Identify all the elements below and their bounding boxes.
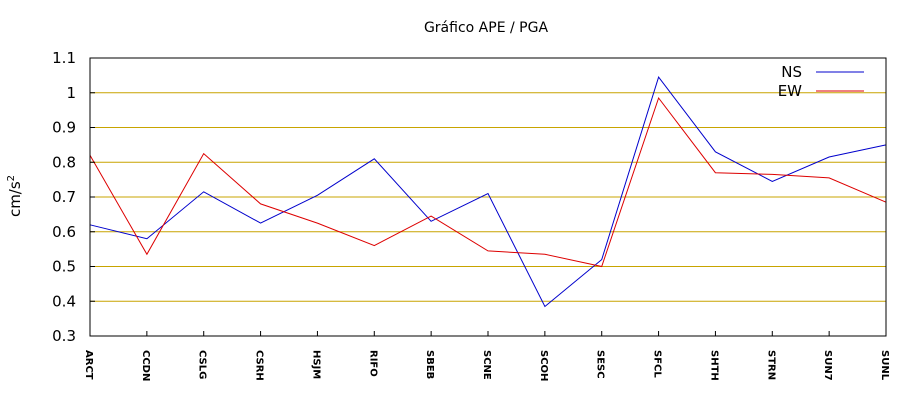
x-tick-label-8: SCOH xyxy=(538,350,549,381)
x-tick-label-1: CCDN xyxy=(140,350,151,381)
chart-title: Gráfico APE / PGA xyxy=(424,20,548,36)
y-axis-label: cm/s2 xyxy=(6,175,24,217)
y-tick-label-2: 0.5 xyxy=(52,258,76,276)
y-axis-unit: cm/s xyxy=(6,181,24,217)
data-series xyxy=(89,76,887,308)
x-tick-label-3: CSRH xyxy=(254,350,265,381)
y-tick-label-5: 0.8 xyxy=(52,153,76,171)
x-tick-label-10: SFCL xyxy=(652,350,663,378)
y-tick-label-0: 0.3 xyxy=(52,327,76,345)
series-line-ew xyxy=(89,96,887,268)
y-tick-label-7: 1 xyxy=(66,84,76,102)
x-tick-label-9: SESC xyxy=(595,350,606,379)
x-tick-label-11: SHTH xyxy=(708,350,719,381)
x-tick-label-14: SUNL xyxy=(879,350,890,381)
series-line-ns xyxy=(89,76,887,308)
y-tick-label-4: 0.7 xyxy=(52,188,76,206)
x-tick-label-13: SUN7 xyxy=(822,350,833,381)
grid-lines xyxy=(90,92,886,302)
legend-label-ew: EW xyxy=(778,82,802,100)
y-axis-unit-exponent: 2 xyxy=(6,175,17,181)
y-tick-label-3: 0.6 xyxy=(52,223,76,241)
x-tick-label-12: STRN xyxy=(765,350,776,380)
x-tick-label-0: ARCT xyxy=(83,350,94,380)
x-tick-label-7: SCNE xyxy=(481,350,492,380)
x-tick-label-4: HSJM xyxy=(310,350,321,379)
y-tick-label-1: 0.4 xyxy=(52,292,76,310)
y-tick-label-8: 1.1 xyxy=(52,49,76,67)
axes: 0.3 0.4 0.5 0.6 0.7 0.8 0.9 1 1.1 ARCT CCDN CSLG CSR… xyxy=(52,49,890,381)
legend-label-ns: NS xyxy=(781,63,802,81)
x-tick-label-5: RIFO xyxy=(367,350,378,377)
x-tick-label-6: SBEB xyxy=(424,350,435,379)
x-tick-label-2: CSLG xyxy=(197,350,208,379)
y-tick-label-6: 0.9 xyxy=(52,119,76,137)
